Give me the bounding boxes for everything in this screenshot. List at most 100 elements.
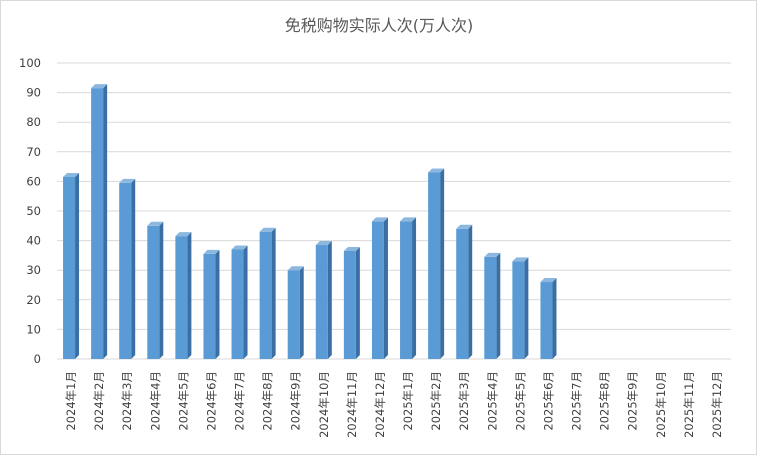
bar-side [355, 246, 360, 359]
bar-side [327, 241, 332, 359]
bar-front [512, 261, 525, 359]
x-category-label: 2025年2月 [429, 371, 443, 431]
bar-side [440, 168, 445, 359]
bar [400, 217, 417, 359]
bar-side [75, 172, 80, 359]
y-axis-ticks: 0 10 20 30 40 50 60 70 80 90 100 [19, 56, 41, 366]
x-category-label: 2025年11月 [682, 371, 696, 438]
x-category-label: 2024年5月 [176, 371, 190, 431]
bar-front [287, 270, 300, 359]
bar [484, 252, 501, 359]
y-tick-label: 90 [26, 86, 41, 100]
bar-side [524, 257, 529, 359]
bar [63, 172, 80, 359]
bar [231, 245, 248, 359]
bar-front [484, 256, 497, 359]
bar [428, 168, 445, 359]
x-category-label: 2024年10月 [317, 371, 331, 438]
bar-side [187, 232, 192, 359]
bar-side [412, 217, 417, 359]
y-tick-label: 40 [26, 234, 41, 248]
x-category-label: 2025年5月 [513, 371, 527, 431]
bar-front [147, 225, 160, 359]
bar [512, 257, 529, 359]
bar [287, 266, 304, 359]
x-category-label: 2025年12月 [710, 371, 724, 438]
gridlines [57, 62, 731, 360]
bar [91, 84, 108, 359]
y-tick-label: 70 [26, 145, 41, 159]
bar-top [203, 249, 220, 254]
bar-top [91, 84, 108, 89]
x-category-label: 2024年12月 [373, 371, 387, 438]
bar-top [371, 217, 388, 222]
bar-side [131, 178, 136, 359]
y-tick-label: 10 [26, 322, 41, 336]
x-category-label: 2024年8月 [261, 371, 275, 431]
bar-side [271, 227, 276, 359]
x-category-label: 2024年4月 [148, 371, 162, 431]
y-tick-label: 50 [26, 204, 41, 218]
x-category-label: 2024年9月 [289, 371, 303, 431]
bar-side [215, 249, 220, 359]
x-category-label: 2025年9月 [626, 371, 640, 431]
bar-top [484, 252, 501, 257]
bar-front [91, 88, 104, 359]
bar-top [231, 245, 248, 250]
y-tick-label: 0 [34, 352, 41, 366]
bar-top [512, 257, 529, 262]
bar-top [456, 224, 473, 229]
bar-top [315, 241, 332, 246]
bar-top [287, 266, 304, 271]
bar-side [468, 224, 473, 359]
bar-side [299, 266, 304, 359]
bar-front [63, 176, 76, 359]
bar [203, 249, 220, 359]
bar-side [243, 245, 248, 359]
bar [315, 241, 332, 359]
bar [456, 224, 473, 359]
y-tick-label: 30 [26, 263, 41, 277]
x-category-label: 2025年8月 [598, 371, 612, 431]
bar-side [103, 84, 108, 359]
x-category-label: 2025年10月 [654, 371, 668, 438]
chart-title: 免税购物实际人次(万人次) [285, 16, 474, 35]
bar-top [400, 217, 417, 222]
bar-front [315, 245, 328, 359]
x-category-label: 2024年6月 [204, 371, 218, 431]
bar-front [456, 228, 469, 359]
bar-front [231, 249, 244, 359]
bar [259, 227, 276, 359]
x-category-label: 2024年11月 [345, 371, 359, 438]
bar-side [159, 221, 164, 359]
bar-top [119, 178, 136, 183]
bar-front [203, 253, 216, 359]
x-category-label: 2024年7月 [233, 371, 247, 431]
x-category-label: 2024年1月 [64, 371, 78, 431]
bar [540, 278, 557, 359]
bar-side [552, 278, 557, 359]
bars [63, 84, 557, 359]
x-category-label: 2025年3月 [457, 371, 471, 431]
bar-front [119, 182, 132, 359]
bar-side [496, 252, 501, 359]
x-axis-categories: 2024年1月 2024年2月 2024年3月 2024年4月 2024年5月 2024年… [64, 371, 724, 438]
y-tick-label: 60 [26, 174, 41, 188]
y-tick-label: 100 [19, 56, 41, 70]
bar [343, 246, 360, 359]
bar-top [147, 221, 164, 226]
bar-top [540, 278, 557, 283]
x-category-label: 2024年3月 [120, 371, 134, 431]
y-tick-label: 20 [26, 293, 41, 307]
bar [175, 232, 192, 359]
bar [371, 217, 388, 359]
bar-top [343, 246, 360, 251]
bar-front [175, 236, 188, 359]
bar-front [400, 221, 413, 359]
x-category-label: 2025年7月 [570, 371, 584, 431]
bar [147, 221, 164, 359]
bar-side [383, 217, 388, 359]
bar-front [259, 231, 272, 359]
